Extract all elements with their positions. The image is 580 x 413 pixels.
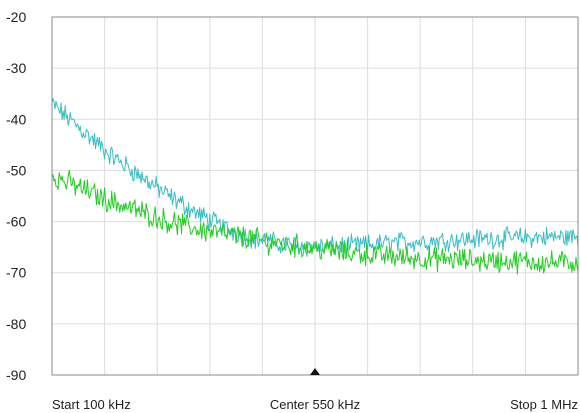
trace-line-2 [51,169,579,275]
center-marker-icon [310,368,320,375]
y-tick-label: -80 [6,316,26,332]
y-tick-label: -60 [6,214,26,230]
y-tick-labels: -20 -30 -40 -50 -60 -70 -80 -90 [6,9,26,383]
y-tick-label: -30 [6,60,26,76]
y-tick-label: -70 [6,265,26,281]
x-label-center: Center 550 kHz [270,397,360,412]
x-label-stop: Stop 1 MHz [510,397,578,412]
x-label-start: Start 100 kHz [52,397,131,412]
y-tick-label: -50 [6,162,26,178]
y-tick-label: -20 [6,9,26,25]
grid [52,17,578,375]
y-tick-label: -40 [6,111,26,127]
series-layer [51,98,579,275]
y-tick-label: -90 [6,367,26,383]
